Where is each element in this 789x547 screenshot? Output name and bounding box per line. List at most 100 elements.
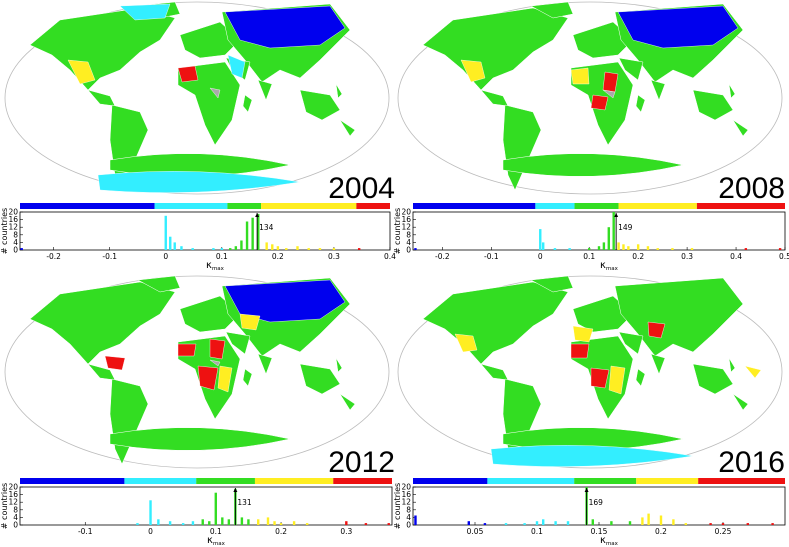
colorbar-segment-green (227, 203, 262, 209)
histogram-bar (778, 248, 782, 250)
histogram-bar (617, 242, 620, 250)
colorbar-segment-green (196, 478, 255, 484)
histogram-bar (588, 248, 591, 250)
marker-arrow (255, 213, 260, 217)
map-region-yellow (239, 313, 261, 331)
histogram-bar (212, 248, 215, 250)
histogram-bar (523, 523, 526, 525)
histogram-bar (467, 521, 470, 525)
y-tick-label: 12 (401, 223, 411, 232)
y-tick-label: 20 (401, 483, 411, 492)
histogram-bar (149, 500, 152, 525)
y-tick-label: 20 (401, 208, 411, 217)
x-tick-label: -0.1 (78, 527, 93, 536)
histogram-bar (307, 248, 310, 250)
histogram-bar (672, 519, 675, 525)
y-tick-label: 12 (401, 498, 411, 507)
y-tick-label: 8 (406, 230, 411, 239)
histogram-bar (279, 523, 283, 525)
histogram-bar (191, 248, 194, 250)
y-tick-label: 0 (406, 246, 411, 255)
x-tick-label: 0.4 (384, 252, 396, 261)
x-tick-label: -0.1 (102, 252, 117, 261)
x-axis-label: κmax (207, 535, 226, 547)
histogram-bar (647, 513, 650, 525)
map-region-yellow (217, 365, 233, 393)
histogram-bar (414, 515, 417, 525)
histogram-bar (221, 517, 224, 525)
histogram-bar (542, 519, 545, 525)
x-axis-label: κmax (206, 260, 225, 272)
histogram-bar (535, 521, 539, 525)
y-tick-label: 12 (8, 223, 18, 232)
histogram-bar (646, 246, 650, 250)
map-region-blue (224, 5, 346, 49)
histogram-bar (607, 227, 610, 250)
histogram-bar (622, 244, 625, 250)
marker-count-label: 134 (259, 223, 274, 232)
colorbar-segment-cyan (535, 203, 575, 209)
y-tick-label: 16 (401, 215, 411, 224)
map-region-red (590, 94, 609, 111)
colorbar-segment-blue (20, 203, 155, 209)
x-tick-label: 0.3 (681, 252, 693, 261)
colorbar-segment-yellow (261, 203, 357, 209)
x-tick-label: 0.2 (275, 527, 287, 536)
histogram-bar (157, 519, 160, 525)
histogram-bar (305, 523, 309, 525)
map-region-yellow (454, 333, 478, 353)
map-region-yellow (572, 325, 594, 343)
map-region-red (104, 355, 126, 371)
colorbar-segment-cyan (487, 478, 575, 484)
y-axis-label: # countries (0, 208, 9, 254)
map-region-red (177, 65, 199, 83)
world-map (4, 1, 390, 195)
x-tick-label: 0.3 (340, 527, 352, 536)
marker-arrow (584, 488, 589, 492)
histogram-bar (245, 221, 249, 250)
map-region-gray (602, 89, 616, 99)
histogram-bar (271, 244, 274, 250)
map-region-cyan (97, 171, 301, 193)
histogram-bar (266, 517, 270, 525)
colorbar (20, 478, 392, 484)
x-tick-label: 0.3 (328, 252, 340, 261)
colorbar-segment-yellow (254, 478, 334, 484)
histogram-bar (539, 229, 542, 250)
map-region-gray (209, 359, 221, 367)
y-axis-label: # countries (393, 483, 402, 529)
histogram-bar (721, 523, 725, 525)
world-map (397, 275, 783, 469)
y-tick-label: 16 (401, 490, 411, 499)
histogram-bar (251, 217, 254, 250)
x-tick-label: 0.4 (730, 252, 742, 261)
y-tick-label: 8 (13, 230, 18, 239)
y-tick-label: 20 (8, 208, 18, 217)
map-region-red (209, 338, 226, 360)
x-tick-label: 0.25 (715, 527, 732, 536)
y-tick-label: 0 (13, 246, 18, 255)
year-label: 2004 (328, 172, 395, 205)
colorbar-segment-green (574, 203, 619, 209)
histogram-bar (709, 523, 712, 525)
histogram-bar (636, 244, 640, 250)
histogram-bar (265, 242, 268, 250)
histogram-bar (357, 248, 361, 250)
x-tick-label: -0.2 (46, 252, 61, 261)
marker-count-label: 169 (589, 498, 604, 507)
y-tick-label: 16 (8, 490, 18, 499)
histogram-bar (296, 246, 299, 250)
y-tick-label: 12 (8, 498, 18, 507)
x-tick-label: 0.1 (216, 252, 228, 261)
histogram-bar (504, 523, 508, 525)
colorbar-segment-green (574, 478, 637, 484)
histogram-bar (744, 248, 748, 250)
colorbar-segment-red (698, 478, 785, 484)
x-axis-label: κmax (600, 260, 619, 272)
map-region-cyan (490, 445, 694, 467)
map-region-gray (209, 87, 221, 99)
histogram-bar (136, 523, 139, 525)
histogram-bar (628, 521, 632, 525)
histogram-frame (412, 211, 786, 251)
histogram-bar (597, 246, 601, 250)
